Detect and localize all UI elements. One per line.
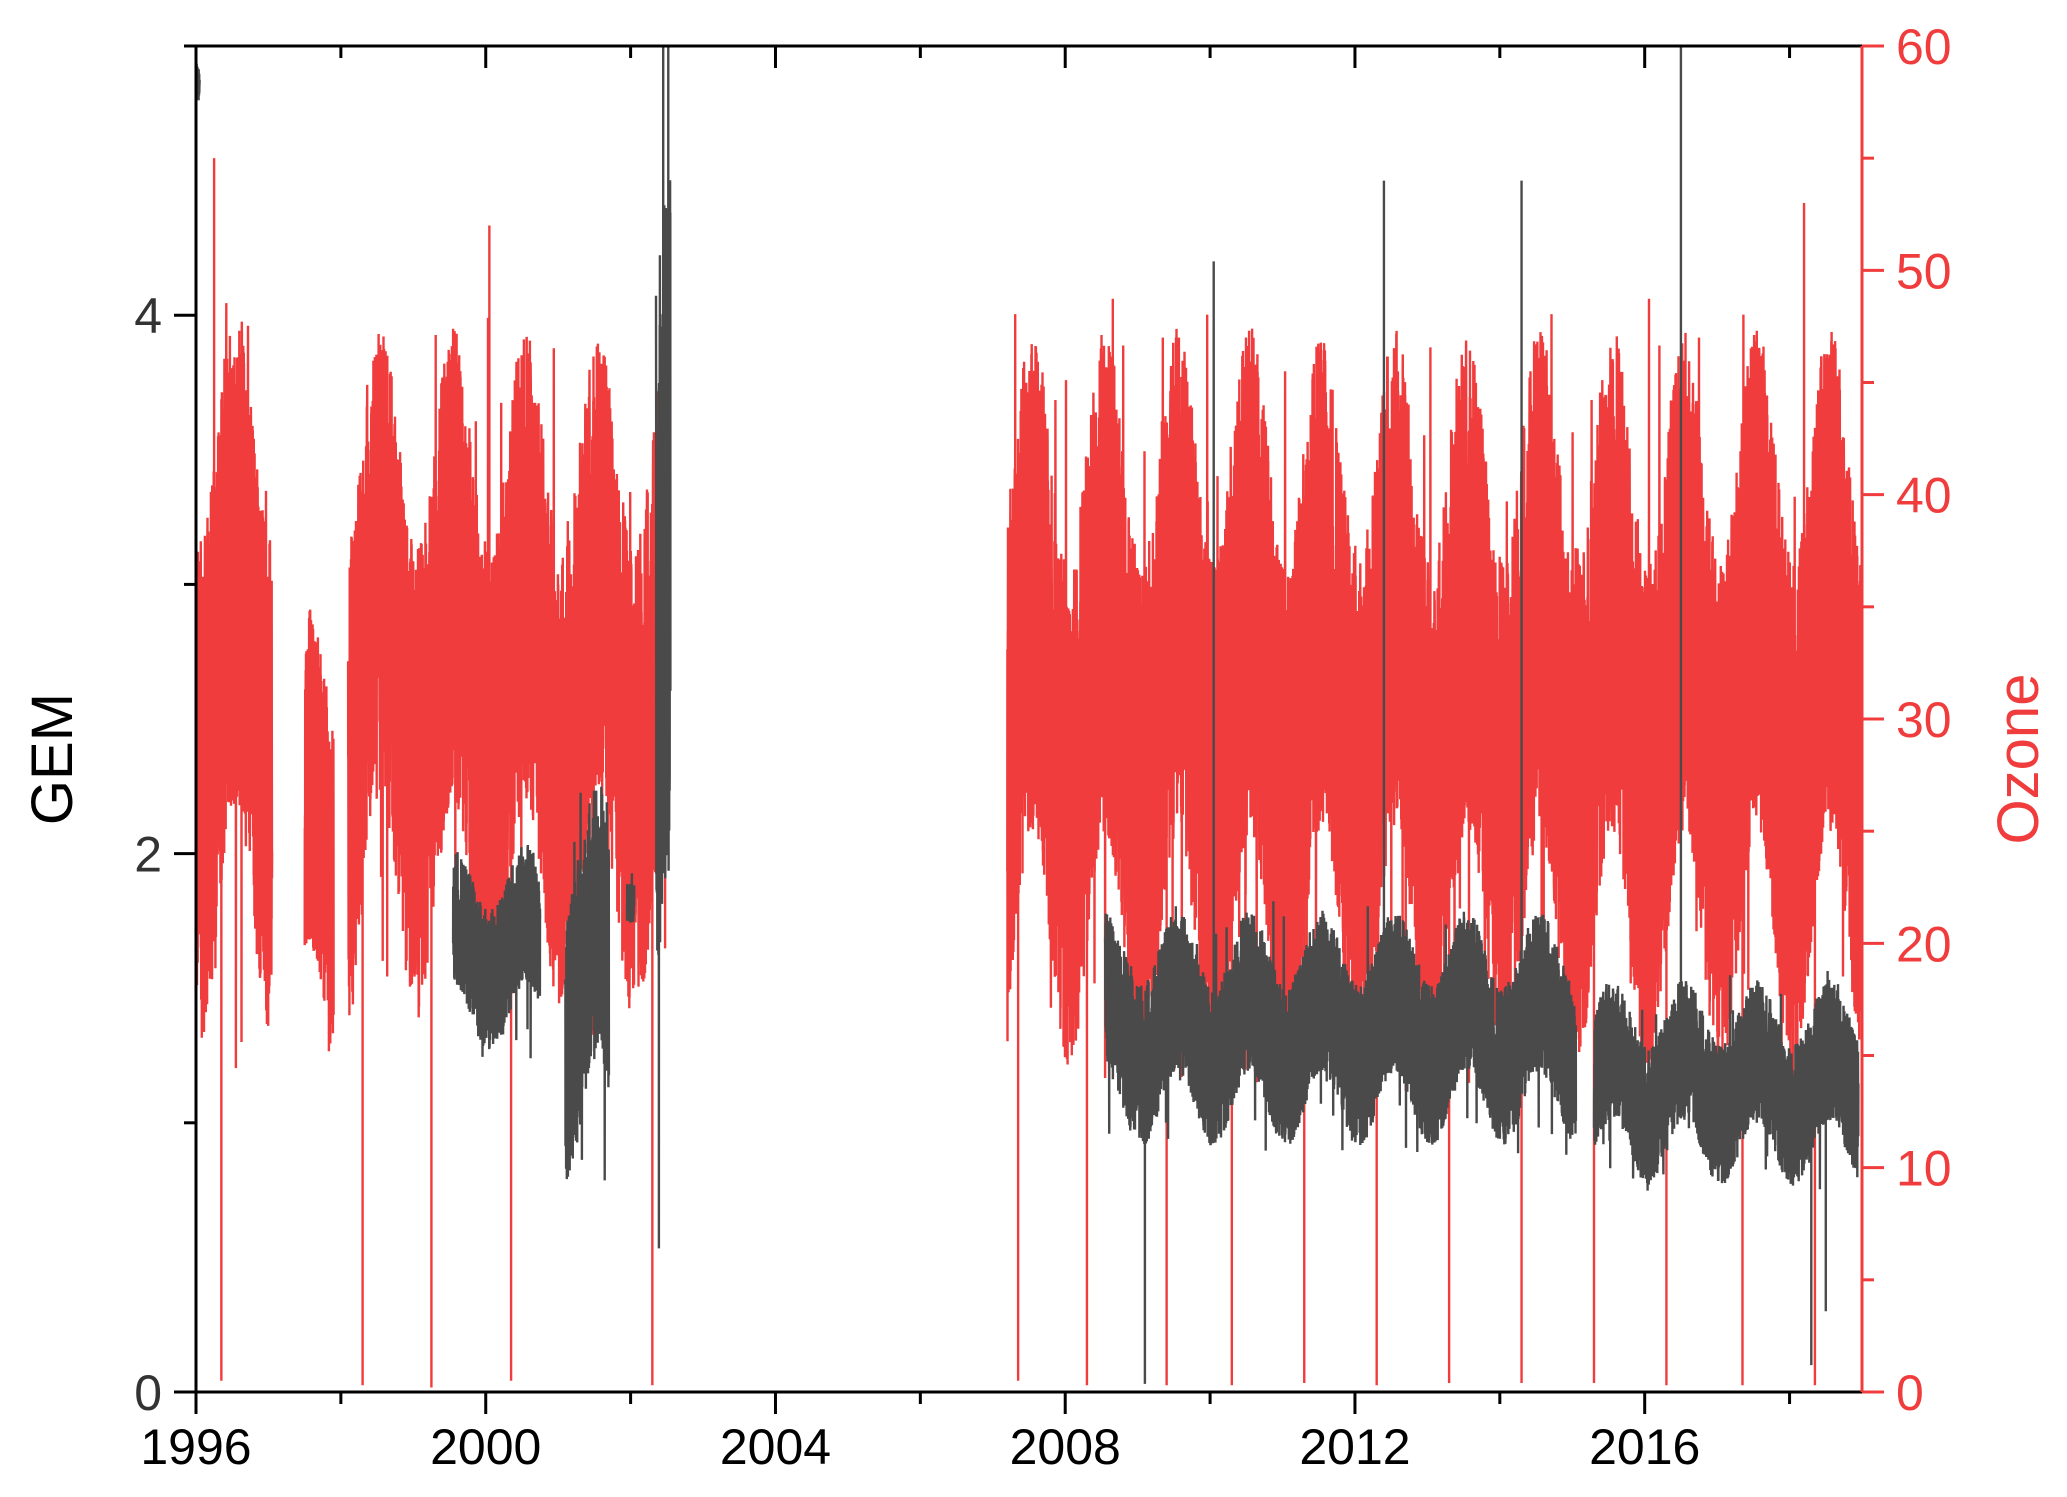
y-right-tick-label: 30 bbox=[1896, 692, 1952, 748]
gem-segment-3 bbox=[625, 873, 636, 923]
y-left-tick-label: 4 bbox=[134, 288, 162, 344]
right-axis-title: Ozone bbox=[1986, 674, 2051, 845]
x-tick-label: 2004 bbox=[720, 1419, 831, 1475]
ozone-segment-0 bbox=[194, 303, 274, 1069]
gem-segment-2 bbox=[564, 786, 611, 1181]
gem-series bbox=[194, 46, 1860, 1384]
x-tick-label: 1996 bbox=[140, 1419, 251, 1475]
x-tick-label: 2008 bbox=[1010, 1419, 1121, 1475]
x-tick-label: 2012 bbox=[1299, 1419, 1410, 1475]
gem-segment-5 bbox=[1103, 901, 1578, 1155]
y-right-tick-label: 50 bbox=[1896, 243, 1952, 299]
y-right-tick-label: 20 bbox=[1896, 916, 1952, 972]
y-right-tick-label: 40 bbox=[1896, 468, 1952, 524]
ozone-segment-1 bbox=[303, 609, 335, 1052]
x-tick-label: 2016 bbox=[1589, 1419, 1700, 1475]
ozone-series bbox=[194, 158, 1862, 1388]
left-axis-title: GEM bbox=[20, 693, 85, 825]
ozone-segment-3 bbox=[1006, 298, 1862, 1091]
y-right-tick-label: 60 bbox=[1896, 19, 1952, 75]
y-right-tick-label: 10 bbox=[1896, 1141, 1952, 1197]
gem-segment-6 bbox=[1592, 970, 1860, 1191]
y-left-tick-label: 0 bbox=[134, 1365, 162, 1421]
plot-area bbox=[194, 46, 1862, 1388]
x-tick-label: 2000 bbox=[430, 1419, 541, 1475]
y-right-tick-label: 0 bbox=[1896, 1365, 1924, 1421]
y-left-tick-label: 2 bbox=[134, 827, 162, 883]
gem-segment-1 bbox=[451, 844, 542, 1059]
